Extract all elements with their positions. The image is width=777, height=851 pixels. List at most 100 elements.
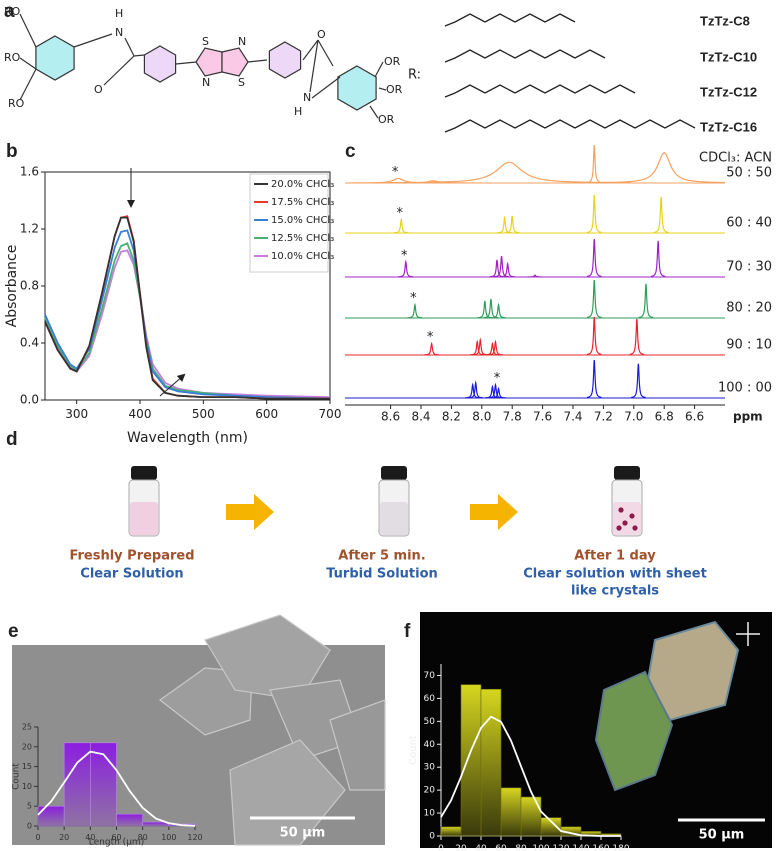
- y-axis-label: Absorbance: [4, 245, 20, 328]
- nmr-peak: [504, 215, 520, 234]
- crystal: [629, 513, 635, 519]
- y-axis-label: Count: [408, 735, 419, 765]
- x-tick-label: 8.4: [411, 410, 430, 424]
- panel-label: a: [4, 1, 15, 22]
- nmr-peak: [586, 279, 602, 319]
- x-axis-label: ppm: [733, 410, 763, 424]
- fit-curve: [440, 715, 621, 837]
- nmr-peak: [494, 255, 509, 278]
- vial-liquid: [130, 502, 158, 535]
- step-subtitle: Clear solution with sheet: [523, 567, 707, 582]
- histogram-bar: [440, 826, 462, 837]
- y-tick-label: 0.0: [20, 393, 39, 407]
- crystal: [632, 525, 638, 531]
- line-series: [44, 216, 330, 400]
- nmr-peak: [586, 144, 602, 184]
- histogram-bar: [480, 688, 502, 837]
- trace-label: 100 : 00: [718, 381, 772, 396]
- ring: [195, 47, 223, 77]
- x-tick-label: 7.8: [503, 410, 522, 424]
- crystal-plate: [329, 699, 386, 791]
- nmr-peak: [485, 384, 500, 399]
- ring: [143, 45, 177, 83]
- alkyl-chain: [444, 119, 696, 133]
- x-tick-label: 7.6: [533, 410, 552, 424]
- scale-bar-label: 50 μm: [280, 826, 326, 841]
- y-tick-label: 1.2: [20, 222, 39, 236]
- x-tick-label: 120: [187, 833, 202, 842]
- y-tick-label: 5: [27, 802, 32, 811]
- bond: [133, 54, 145, 57]
- bond: [369, 105, 379, 119]
- nmr-peak: [586, 316, 602, 356]
- bond: [175, 61, 197, 65]
- crystal: [616, 525, 622, 531]
- histogram-bar: [90, 742, 117, 827]
- atom-label: OR: [386, 83, 403, 96]
- y-tick-label: 1.6: [20, 165, 39, 179]
- x-tick-label: 7.0: [624, 410, 643, 424]
- histogram-bar: [460, 684, 482, 837]
- scale-bar-label: 50 μm: [699, 828, 745, 843]
- y-tick-label: 25: [22, 723, 32, 732]
- y-tick-label: 0.4: [20, 336, 39, 350]
- x-tick-label: 8.0: [472, 410, 491, 424]
- polarizer-icon: [736, 622, 760, 646]
- y-tick-label: 20: [424, 786, 436, 796]
- structure: RO RO RO H N O S N N S O H N OR OR OR R:: [4, 5, 421, 126]
- x-tick-label: 140: [572, 844, 589, 851]
- x-tick-label: 40: [85, 833, 95, 842]
- atom-label: RO: [8, 97, 25, 110]
- x-tick-label: 0: [35, 833, 40, 842]
- fit-curve: [37, 750, 196, 827]
- nmr-peak: [477, 300, 493, 319]
- y-tick-label: 0: [429, 832, 435, 842]
- nmr-peak: [465, 382, 481, 399]
- chart-title: CDCl₃: ACN: [699, 151, 772, 166]
- x-tick-label: 180: [612, 844, 629, 851]
- crystal-plate: [204, 614, 331, 701]
- alkyl-chain: [444, 49, 606, 63]
- nmr-peak: [488, 382, 503, 399]
- nmr-peak: [586, 194, 602, 234]
- panel-label: d: [6, 429, 18, 450]
- bond: [19, 57, 37, 70]
- nmr-peak: [500, 261, 515, 278]
- histogram-bar: [116, 813, 143, 827]
- x-tick-label: 120: [552, 844, 569, 851]
- compound-name: TzTz-C8: [700, 13, 750, 28]
- legend-label: 17.5% CHCl₃: [271, 197, 334, 208]
- vial-liquid: [613, 502, 641, 535]
- bond: [103, 55, 135, 86]
- x-tick-label: 500: [192, 407, 215, 421]
- nmr-peak: [650, 240, 666, 278]
- atom-label: H: [115, 7, 123, 20]
- process-arrow: [470, 494, 518, 530]
- nmr-peak: [393, 217, 409, 234]
- nmr-peak: [527, 274, 543, 278]
- bond: [124, 37, 135, 57]
- atom-label: OR: [384, 55, 401, 68]
- bond: [302, 39, 319, 61]
- x-tick-label: 20: [455, 844, 467, 851]
- nmr-peak: [586, 238, 602, 278]
- x-tick-label: 700: [319, 407, 342, 421]
- bond: [374, 61, 384, 78]
- x-tick-label: 100: [532, 844, 549, 851]
- histogram-bar: [37, 805, 65, 827]
- panel-label: c: [345, 141, 356, 162]
- y-tick-label: 60: [424, 694, 436, 704]
- ring: [337, 65, 377, 111]
- y-tick-label: 30: [424, 763, 436, 773]
- ring: [268, 41, 302, 79]
- peak-annotation: *: [494, 371, 501, 386]
- peak-annotation: *: [392, 165, 399, 180]
- bond: [378, 87, 387, 91]
- x-tick-label: 300: [65, 407, 88, 421]
- atom-label: H: [294, 105, 302, 118]
- trace-label: 90 : 10: [726, 338, 772, 353]
- nmr-peak: [398, 259, 414, 278]
- nmr-peak: [638, 283, 654, 319]
- panel-label: e: [8, 621, 19, 642]
